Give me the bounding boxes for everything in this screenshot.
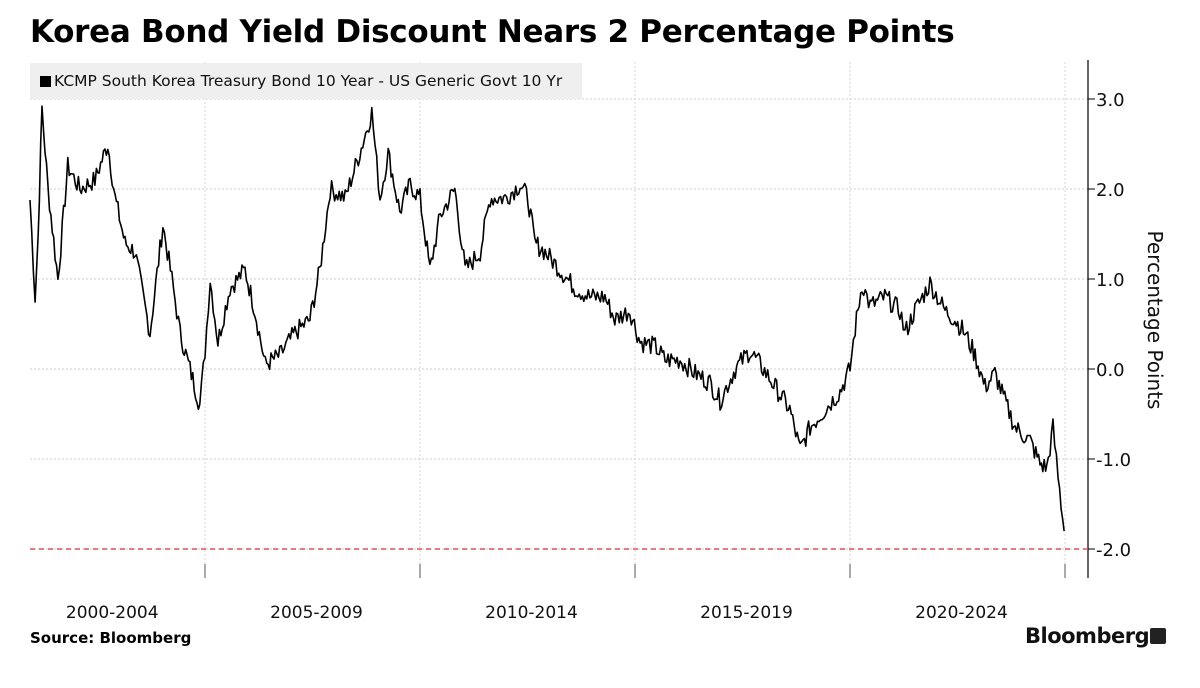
x-tick-label: 2015-2019 <box>700 603 793 623</box>
y-axis-label: Percentage Points <box>1143 231 1167 410</box>
legend: KCMP South Korea Treasury Bond 10 Year -… <box>30 63 582 99</box>
y-tick-label: 0.0 <box>1096 360 1125 381</box>
y-tick-label: -2.0 <box>1096 540 1131 561</box>
x-tick-label: 2000-2004 <box>66 603 159 623</box>
y-tick-label: 2.0 <box>1096 180 1125 201</box>
x-tick-label: 2010-2014 <box>485 603 578 623</box>
series-line <box>29 105 1065 532</box>
y-tick-label: -1.0 <box>1096 450 1131 471</box>
legend-swatch <box>40 76 51 87</box>
chart-title: Korea Bond Yield Discount Nears 2 Percen… <box>30 14 955 50</box>
y-tick-label: 1.0 <box>1096 270 1125 291</box>
bloomberg-chart-icon <box>1150 628 1166 644</box>
legend-label: KCMP South Korea Treasury Bond 10 Year -… <box>54 72 563 90</box>
source-note: Source: Bloomberg <box>30 629 192 647</box>
x-tick-label: 2020-2024 <box>915 603 1008 623</box>
x-tick-label: 2005-2009 <box>270 603 363 623</box>
brand-logo: Bloomberg <box>1025 624 1150 648</box>
y-tick-label: 3.0 <box>1096 90 1125 111</box>
